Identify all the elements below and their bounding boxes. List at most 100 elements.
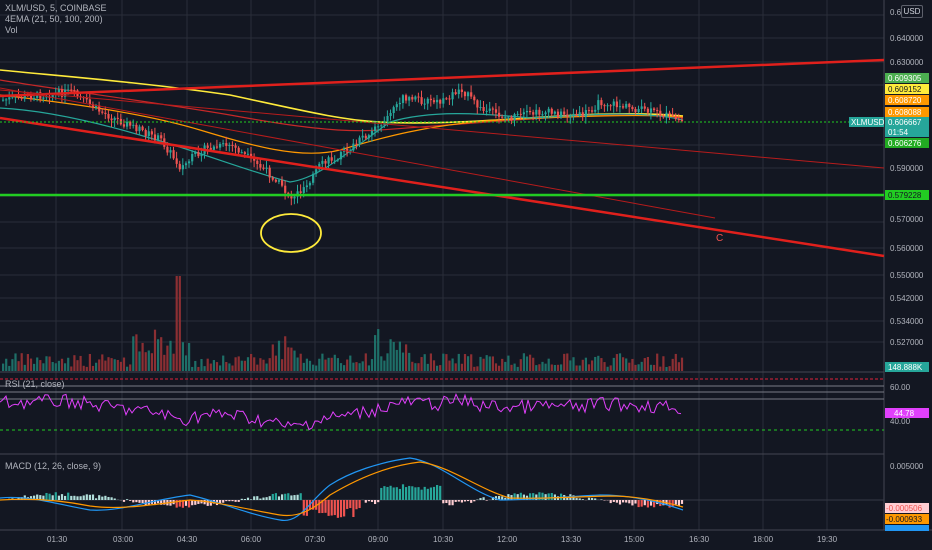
candle-body[interactable]	[274, 179, 277, 182]
candle-body[interactable]	[352, 143, 355, 151]
candle-body[interactable]	[2, 99, 5, 101]
candle-body[interactable]	[135, 124, 138, 132]
candle-body[interactable]	[212, 146, 215, 150]
candle-body[interactable]	[494, 109, 498, 113]
candle-body[interactable]	[556, 111, 560, 118]
candle-body[interactable]	[318, 163, 321, 170]
annotation-letter[interactable]: C	[716, 233, 723, 244]
ema-legend[interactable]: 4EMA (21, 50, 100, 200)	[5, 14, 103, 24]
rsi-pane[interactable]	[0, 378, 884, 431]
candle-body[interactable]	[67, 89, 70, 91]
candle-body[interactable]	[532, 112, 535, 115]
candle-body[interactable]	[132, 124, 135, 126]
candle-body[interactable]	[432, 100, 436, 103]
candle-body[interactable]	[389, 112, 392, 116]
candle-body[interactable]	[5, 99, 8, 101]
candle-body[interactable]	[457, 89, 460, 95]
candle-body[interactable]	[640, 106, 643, 109]
candle-body[interactable]	[600, 100, 603, 106]
candle-body[interactable]	[618, 106, 622, 108]
candle-body[interactable]	[308, 182, 312, 186]
candle-body[interactable]	[250, 153, 253, 157]
candle-body[interactable]	[656, 110, 659, 112]
candle-body[interactable]	[377, 126, 380, 128]
candle-body[interactable]	[538, 109, 541, 115]
candle-body[interactable]	[662, 115, 665, 118]
candle-body[interactable]	[572, 113, 575, 117]
candle-body[interactable]	[262, 167, 265, 169]
candle-body[interactable]	[547, 108, 550, 113]
candle-body[interactable]	[587, 110, 591, 112]
candle-body[interactable]	[315, 169, 318, 174]
candle-body[interactable]	[646, 108, 649, 113]
candle-body[interactable]	[240, 152, 243, 154]
candle-body[interactable]	[411, 97, 414, 100]
candle-body[interactable]	[321, 160, 324, 164]
candle-body[interactable]	[668, 112, 671, 115]
candle-body[interactable]	[188, 161, 191, 164]
volume-legend[interactable]: Vol	[5, 25, 18, 35]
candle-body[interactable]	[194, 152, 197, 155]
candle-body[interactable]	[327, 157, 330, 164]
candle-body[interactable]	[575, 113, 578, 116]
candle-body[interactable]	[408, 97, 411, 101]
candle-body[interactable]	[597, 100, 600, 110]
candle-body[interactable]	[122, 124, 126, 127]
candle-body[interactable]	[529, 110, 532, 113]
candle-body[interactable]	[51, 94, 54, 98]
candle-body[interactable]	[516, 113, 519, 115]
candle-body[interactable]	[628, 103, 631, 108]
candle-body[interactable]	[101, 111, 104, 113]
candle-body[interactable]	[392, 107, 395, 113]
candle-body[interactable]	[609, 105, 612, 107]
candle-body[interactable]	[507, 116, 510, 118]
candle-body[interactable]	[504, 116, 507, 118]
candle-body[interactable]	[625, 103, 628, 108]
candle-body[interactable]	[398, 102, 401, 105]
candle-body[interactable]	[374, 126, 377, 132]
candle-body[interactable]	[302, 187, 305, 193]
candle-body[interactable]	[126, 121, 129, 127]
candle-body[interactable]	[488, 108, 491, 111]
candle-body[interactable]	[141, 126, 144, 131]
candle-body[interactable]	[442, 98, 445, 104]
candle-body[interactable]	[70, 89, 73, 91]
candle-body[interactable]	[439, 99, 442, 104]
candle-body[interactable]	[166, 146, 169, 153]
candle-body[interactable]	[584, 110, 587, 117]
candle-body[interactable]	[454, 92, 457, 95]
candle-body[interactable]	[312, 173, 315, 183]
candle-body[interactable]	[578, 112, 581, 116]
candle-body[interactable]	[522, 112, 525, 115]
candle-body[interactable]	[417, 96, 420, 98]
candle-body[interactable]	[560, 111, 563, 118]
candle-body[interactable]	[197, 152, 200, 157]
candle-body[interactable]	[57, 89, 60, 93]
candle-body[interactable]	[271, 177, 274, 180]
candle-body[interactable]	[160, 135, 163, 139]
candle-body[interactable]	[153, 134, 157, 141]
rsi-line[interactable]	[0, 393, 682, 431]
candle-body[interactable]	[336, 159, 339, 161]
candle-body[interactable]	[680, 119, 684, 122]
macd-pane[interactable]	[0, 457, 884, 521]
candle-body[interactable]	[33, 97, 36, 100]
candle-body[interactable]	[510, 116, 513, 121]
candle-body[interactable]	[445, 98, 448, 100]
candle-body[interactable]	[485, 110, 488, 112]
candle-body[interactable]	[367, 135, 370, 139]
candle-body[interactable]	[423, 103, 426, 105]
candle-body[interactable]	[401, 95, 405, 103]
candle-body[interactable]	[73, 89, 76, 91]
candle-body[interactable]	[386, 115, 389, 121]
candle-body[interactable]	[191, 154, 194, 162]
candle-body[interactable]	[594, 109, 597, 112]
candle-body[interactable]	[144, 130, 147, 137]
candle-body[interactable]	[110, 118, 113, 121]
candle-body[interactable]	[184, 163, 188, 166]
candle-body[interactable]	[246, 153, 250, 155]
candle-body[interactable]	[107, 113, 110, 119]
candle-body[interactable]	[643, 106, 646, 109]
candle-body[interactable]	[265, 167, 268, 169]
candle-body[interactable]	[268, 167, 271, 178]
